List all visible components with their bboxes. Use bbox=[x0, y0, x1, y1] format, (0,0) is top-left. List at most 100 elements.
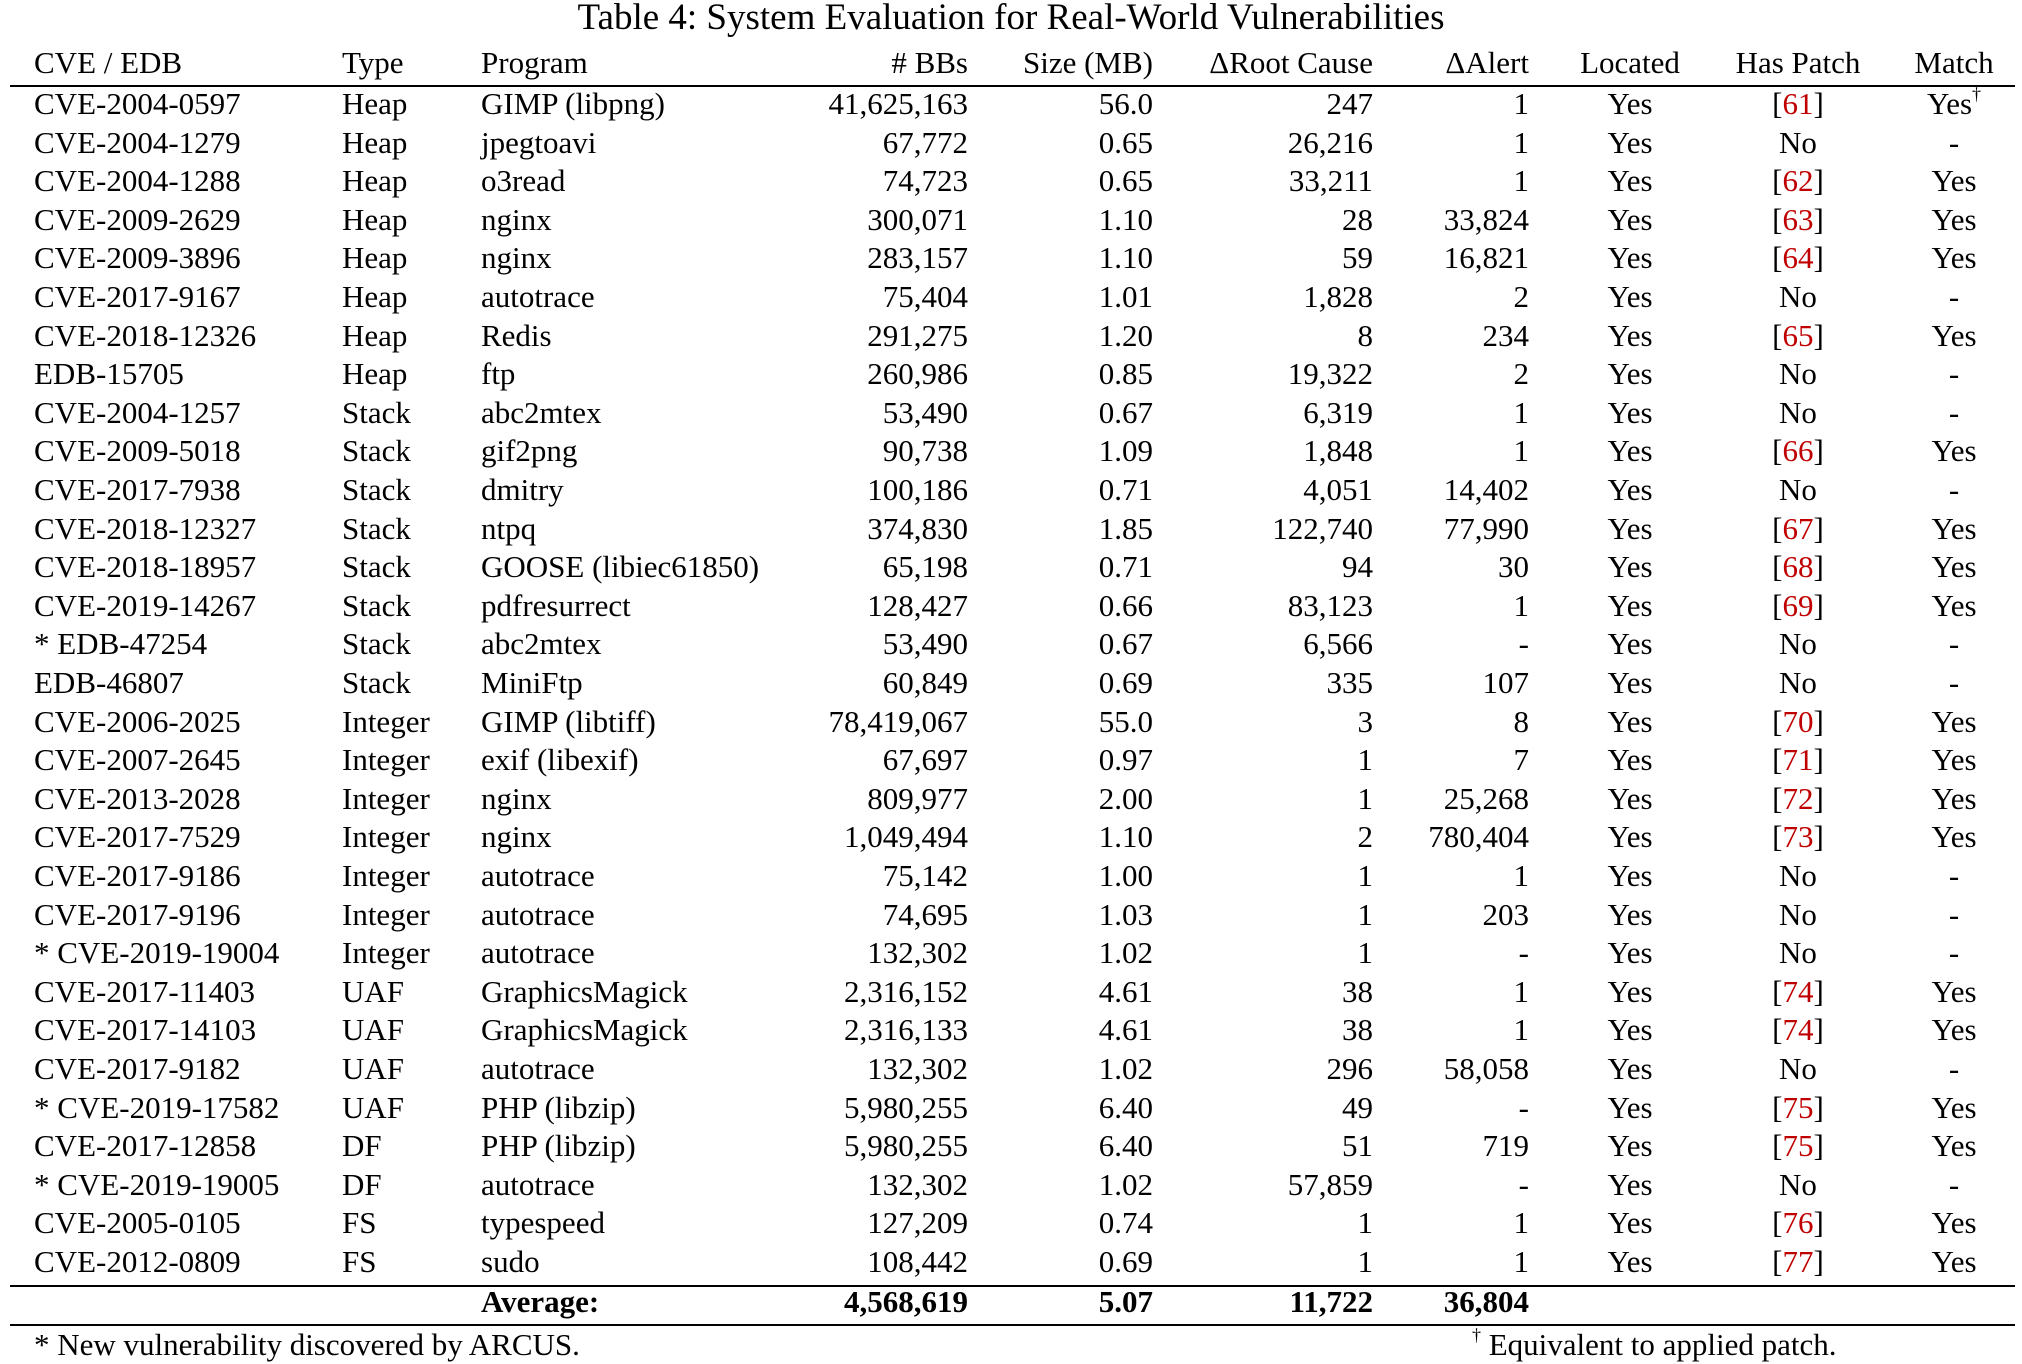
citation-link[interactable]: 67 bbox=[1782, 510, 1814, 546]
cell-match: - bbox=[1948, 1051, 1960, 1086]
cell-root-cause: 122,740 bbox=[1272, 510, 1373, 546]
table-title: Table 4: System Evaluation for Real-Worl… bbox=[577, 0, 1445, 38]
cell-has-patch: No bbox=[1779, 472, 1817, 507]
cell-cve-edb: CVE-2017-9167 bbox=[34, 279, 241, 314]
cell-located: Yes bbox=[1607, 472, 1653, 507]
cell-has-patch-citation[interactable]: [77] bbox=[1772, 1244, 1824, 1279]
cell-alert: 1 bbox=[1513, 1012, 1530, 1048]
cell-located: Yes bbox=[1607, 124, 1653, 160]
citation-link[interactable]: 77 bbox=[1782, 1244, 1814, 1279]
cell-has-patch-citation[interactable]: [74] bbox=[1772, 973, 1824, 1009]
cell-has-patch-citation[interactable]: [75] bbox=[1772, 1089, 1824, 1125]
cell-located: Yes bbox=[1607, 433, 1653, 469]
cell-has-patch: No bbox=[1779, 1166, 1817, 1202]
cell-alert: - bbox=[1518, 1089, 1529, 1125]
cell-located: Yes bbox=[1607, 317, 1653, 353]
cell-has-patch-citation[interactable]: [68] bbox=[1772, 549, 1824, 585]
cell-has-patch-citation[interactable]: [76] bbox=[1772, 1205, 1824, 1241]
cell-has-patch-citation[interactable]: [72] bbox=[1772, 780, 1824, 816]
citation-link[interactable]: 69 bbox=[1782, 587, 1814, 623]
citation-link[interactable]: 73 bbox=[1782, 819, 1814, 855]
citation-link[interactable]: 75 bbox=[1782, 1089, 1814, 1125]
table-header: CVE / EDB Type Program # BBs Size (MB) ΔRoot … bbox=[0, 44, 2022, 82]
cell-size: 2.00 bbox=[1098, 780, 1153, 816]
cell-alert: 14,402 bbox=[1443, 472, 1529, 507]
cell-located: Yes bbox=[1607, 510, 1653, 546]
cell-has-patch-citation[interactable]: [73] bbox=[1772, 819, 1824, 855]
cell-has-patch-citation[interactable]: [66] bbox=[1772, 433, 1824, 469]
citation-link[interactable]: 72 bbox=[1782, 780, 1814, 816]
cell-has-patch-citation[interactable]: [75] bbox=[1772, 1128, 1824, 1164]
cell-has-patch-citation[interactable]: [71] bbox=[1772, 742, 1824, 778]
cell-size: 4.61 bbox=[1098, 973, 1153, 1009]
cell-root-cause: 59 bbox=[1342, 240, 1373, 276]
cell-located: Yes bbox=[1607, 703, 1653, 739]
cell-bbs: 53,490 bbox=[882, 394, 968, 430]
cell-program: abc2mtex bbox=[481, 394, 602, 430]
cell-cve-edb: CVE-2017-9186 bbox=[34, 858, 241, 893]
cell-bbs: 65,198 bbox=[882, 549, 968, 585]
cell-match: - bbox=[1948, 472, 1960, 507]
cell-has-patch: No bbox=[1779, 626, 1817, 662]
table-row: CVE-2004-0597 Heap GIMP (libpng) 41,625,163… bbox=[0, 85, 2022, 123]
cell-type: Stack bbox=[342, 665, 411, 700]
cell-has-patch-citation[interactable]: [65] bbox=[1772, 317, 1824, 353]
cell-has-patch: No bbox=[1779, 356, 1817, 392]
cell-has-patch-citation[interactable]: [61] bbox=[1772, 86, 1824, 121]
cell-match: Yes bbox=[1931, 201, 1977, 237]
citation-link[interactable]: 70 bbox=[1782, 703, 1814, 739]
citation-link[interactable]: 75 bbox=[1782, 1128, 1814, 1164]
cell-type: Integer bbox=[342, 703, 430, 739]
cell-bbs: 75,404 bbox=[882, 279, 968, 314]
cell-size: 1.02 bbox=[1098, 1166, 1153, 1202]
cell-has-patch-citation[interactable]: [74] bbox=[1772, 1012, 1824, 1048]
cell-program: PHP (libzip) bbox=[481, 1128, 636, 1164]
cell-cve-edb: CVE-2007-2645 bbox=[34, 742, 241, 778]
cell-has-patch-citation[interactable]: [62] bbox=[1772, 163, 1824, 199]
cell-match: - bbox=[1948, 124, 1960, 160]
cell-has-patch-citation[interactable]: [64] bbox=[1772, 240, 1824, 276]
citation-link[interactable]: 74 bbox=[1782, 1012, 1814, 1048]
cell-type: Integer bbox=[342, 780, 430, 816]
cell-has-patch-citation[interactable]: [63] bbox=[1772, 201, 1824, 237]
cell-alert: 719 bbox=[1482, 1128, 1530, 1164]
cell-alert: 2 bbox=[1513, 356, 1530, 392]
cell-alert: 7 bbox=[1513, 742, 1530, 778]
citation-link[interactable]: 61 bbox=[1782, 86, 1814, 121]
citation-link[interactable]: 62 bbox=[1782, 163, 1814, 199]
column-header-root-cause: ΔRoot Cause bbox=[1209, 45, 1373, 80]
cell-match: - bbox=[1948, 665, 1960, 700]
cell-cve-edb: * CVE-2019-17582 bbox=[34, 1089, 280, 1125]
citation-link[interactable]: 68 bbox=[1782, 549, 1814, 585]
cell-root-cause: 26,216 bbox=[1287, 124, 1373, 160]
cell-size: 0.66 bbox=[1098, 587, 1153, 623]
cell-has-patch: No bbox=[1779, 896, 1817, 932]
cell-root-cause: 1 bbox=[1357, 935, 1374, 971]
cell-bbs: 67,697 bbox=[882, 742, 968, 778]
cell-type: Stack bbox=[342, 394, 411, 430]
citation-link[interactable]: 74 bbox=[1782, 973, 1814, 1009]
cell-has-patch-citation[interactable]: [69] bbox=[1772, 587, 1824, 623]
citation-link[interactable]: 65 bbox=[1782, 317, 1814, 353]
cell-cve-edb: CVE-2013-2028 bbox=[34, 780, 241, 816]
cell-root-cause: 296 bbox=[1326, 1051, 1374, 1086]
table-row: CVE-2017-9186 Integer autotrace 75,142 1.00 1… bbox=[0, 857, 2022, 895]
cell-cve-edb: CVE-2018-12327 bbox=[34, 510, 257, 546]
cell-has-patch-citation[interactable]: [67] bbox=[1772, 510, 1824, 546]
cell-bbs: 100,186 bbox=[867, 472, 968, 507]
citation-link[interactable]: 71 bbox=[1782, 742, 1814, 778]
cell-size: 1.02 bbox=[1098, 935, 1153, 971]
citation-link[interactable]: 64 bbox=[1782, 240, 1814, 276]
cell-program: o3read bbox=[481, 163, 566, 199]
citation-link[interactable]: 66 bbox=[1782, 433, 1814, 469]
cell-root-cause: 1 bbox=[1357, 780, 1374, 816]
cell-match: - bbox=[1948, 626, 1960, 662]
cell-has-patch-citation[interactable]: [70] bbox=[1772, 703, 1824, 739]
column-header-located: Located bbox=[1580, 45, 1680, 80]
cell-match: - bbox=[1948, 394, 1960, 430]
average-root-cause: 11,722 bbox=[1289, 1284, 1373, 1319]
citation-link[interactable]: 63 bbox=[1782, 201, 1814, 237]
citation-link[interactable]: 76 bbox=[1782, 1205, 1814, 1241]
cell-root-cause: 247 bbox=[1326, 86, 1374, 121]
cell-type: UAF bbox=[342, 1051, 405, 1086]
